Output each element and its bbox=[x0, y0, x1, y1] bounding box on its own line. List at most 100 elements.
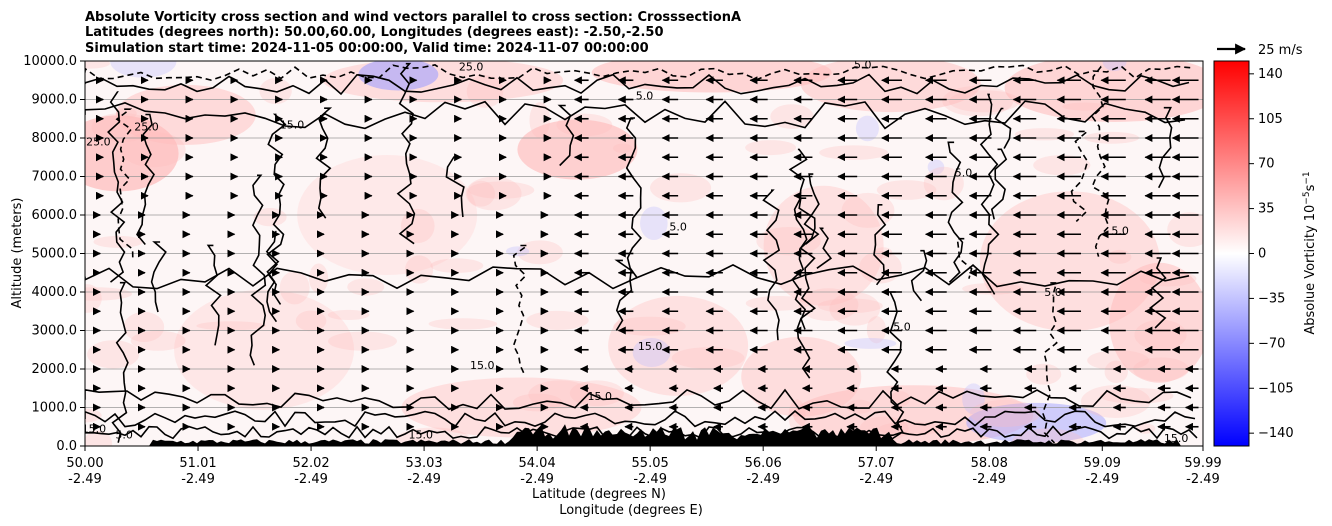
contour-line bbox=[625, 117, 642, 279]
x-tick-label-lon: -2.49 bbox=[68, 472, 102, 487]
y-tick-label: 7000.0 bbox=[32, 170, 78, 185]
contour-line bbox=[994, 107, 1012, 149]
vorticity-speckle bbox=[253, 208, 287, 227]
wind-vectors bbox=[92, 76, 1199, 431]
y-tick-label: 6000.0 bbox=[32, 208, 78, 223]
contour-label: 5.0 bbox=[955, 167, 973, 180]
x-tick-label-lon: -2.49 bbox=[1186, 472, 1220, 487]
vorticity-speckle bbox=[876, 180, 937, 200]
vorticity-speckle bbox=[829, 292, 881, 326]
contour-label: 5.0 bbox=[893, 321, 911, 334]
vorticity-speckle bbox=[1134, 319, 1187, 351]
vorticity-speckle bbox=[130, 330, 186, 351]
colorbar-tick-label: 140 bbox=[1258, 67, 1283, 82]
vorticity-speckle bbox=[1080, 385, 1151, 418]
y-axis-label: Altitude (meters) bbox=[10, 198, 25, 309]
vorticity-speckle bbox=[121, 131, 186, 168]
x-tick-label-lon: -2.49 bbox=[181, 472, 215, 487]
contour-line bbox=[557, 104, 575, 167]
y-tick-label: 5000.0 bbox=[32, 247, 78, 262]
y-tick-label: 9000.0 bbox=[32, 93, 78, 108]
vorticity-speckle bbox=[1033, 155, 1091, 176]
colorbar bbox=[1213, 60, 1250, 447]
chart-title-line-3: Simulation start time: 2024-11-05 00:00:… bbox=[85, 41, 649, 56]
contour-label: 5.0 bbox=[1044, 286, 1062, 299]
y-tick-label: 0.0 bbox=[56, 439, 77, 454]
contour-line bbox=[85, 73, 1190, 96]
vorticity-speckle bbox=[115, 107, 137, 119]
contour-line bbox=[85, 100, 1186, 130]
colorbar-label-base: Absolue Vorticity 10 bbox=[1303, 205, 1318, 335]
x-tick-label-lon: -2.49 bbox=[1085, 472, 1119, 487]
contour-label: 5.0 bbox=[854, 59, 872, 72]
y-tick-label: 2000.0 bbox=[32, 362, 78, 377]
x-tick-label-lat: 53.03 bbox=[405, 456, 442, 471]
colorbar-tick-label: −105 bbox=[1258, 381, 1294, 396]
x-tick-label-lon: -2.49 bbox=[972, 472, 1006, 487]
vorticity-speckle bbox=[841, 192, 895, 228]
vorticity-speckle bbox=[405, 255, 434, 284]
contour-line bbox=[136, 113, 155, 246]
vorticity-speckle bbox=[1139, 270, 1197, 287]
contour-line bbox=[85, 410, 1196, 428]
y-axis: 0.0 1000.0 2000.0 3000.0 4000.0 5000.0 6000.0 7… bbox=[23, 54, 85, 454]
contour-line bbox=[249, 174, 267, 366]
vorticity-speckle bbox=[327, 309, 370, 320]
vorticity-speckle bbox=[87, 340, 140, 369]
vorticity-speckle bbox=[430, 258, 484, 273]
contour-line bbox=[990, 148, 1008, 220]
x-axis-label-latitude: Latitude (degrees N) bbox=[532, 487, 666, 502]
contour-line bbox=[910, 249, 928, 302]
contour-label: 15.0 bbox=[588, 390, 613, 403]
x-tick-label-lat: 52.02 bbox=[292, 456, 329, 471]
plot-area: 25.0 25.0 15.0 5.0 15.0 5.0 15.0 15.0 5.0 5.0 5.0 5… bbox=[85, 59, 1203, 446]
vorticity-speckle bbox=[613, 143, 633, 153]
vorticity-speckle bbox=[745, 296, 811, 311]
vorticity-speckle bbox=[1108, 249, 1132, 264]
x-tick-label-lon: -2.49 bbox=[746, 472, 780, 487]
contour-label: 15.0 bbox=[638, 340, 663, 353]
contour-line bbox=[762, 189, 781, 341]
vorticity-speckle bbox=[962, 282, 1024, 295]
vorticity-speckle bbox=[428, 318, 498, 330]
y-tick-label: 1000.0 bbox=[32, 401, 78, 416]
contour-label: 25.0 bbox=[86, 136, 111, 149]
colorbar-tick-label: −140 bbox=[1258, 426, 1294, 441]
x-tick-label-lon: -2.49 bbox=[520, 472, 554, 487]
y-tick-label: 10000.0 bbox=[23, 54, 77, 69]
contour-line bbox=[816, 227, 833, 269]
vorticity-speckle bbox=[949, 90, 1021, 113]
vorticity-speckle bbox=[526, 310, 589, 330]
contour-line bbox=[1157, 106, 1173, 189]
x-tick-label-lat: 56.06 bbox=[745, 456, 782, 471]
colorbar-tick-label: 0 bbox=[1258, 247, 1266, 262]
contour-line bbox=[265, 230, 280, 323]
contour-label: 5.0 bbox=[669, 220, 687, 233]
terrain bbox=[85, 424, 1203, 446]
contour-line bbox=[1041, 282, 1058, 444]
x-tick-label-lon: -2.49 bbox=[294, 472, 328, 487]
colorbar-label-exp1: −5 bbox=[1302, 191, 1312, 204]
colorbar-tick-label: −70 bbox=[1258, 336, 1285, 351]
vorticity-patch bbox=[741, 336, 862, 417]
x-tick-label-lat: 57.07 bbox=[858, 456, 895, 471]
chart-title-line-1: Absolute Vorticity cross section and win… bbox=[85, 10, 741, 25]
vorticity-speckle bbox=[866, 316, 887, 344]
contour-line bbox=[512, 244, 530, 376]
vorticity-speckle bbox=[467, 180, 496, 207]
x-tick-label-lat: 59.99 bbox=[1184, 456, 1221, 471]
vorticity-speckle bbox=[613, 316, 686, 336]
vorticity-speckle bbox=[517, 240, 563, 265]
vorticity-speckle bbox=[328, 331, 397, 351]
vorticity-speckle bbox=[93, 235, 144, 248]
vorticity-speckle bbox=[110, 61, 177, 78]
contour-line bbox=[107, 91, 126, 283]
vorticity-patch bbox=[358, 61, 439, 91]
vorticity-speckle bbox=[632, 337, 671, 368]
contour-label: 25.0 bbox=[459, 61, 484, 74]
contour-labels: 25.0 25.0 15.0 5.0 15.0 5.0 15.0 15.0 5.0 5.0 5.0 5… bbox=[85, 59, 1188, 445]
contour-line bbox=[947, 141, 964, 283]
contour-label: 5.0 bbox=[1111, 224, 1129, 237]
contour-line bbox=[803, 173, 820, 245]
contour-lines bbox=[85, 62, 1198, 444]
